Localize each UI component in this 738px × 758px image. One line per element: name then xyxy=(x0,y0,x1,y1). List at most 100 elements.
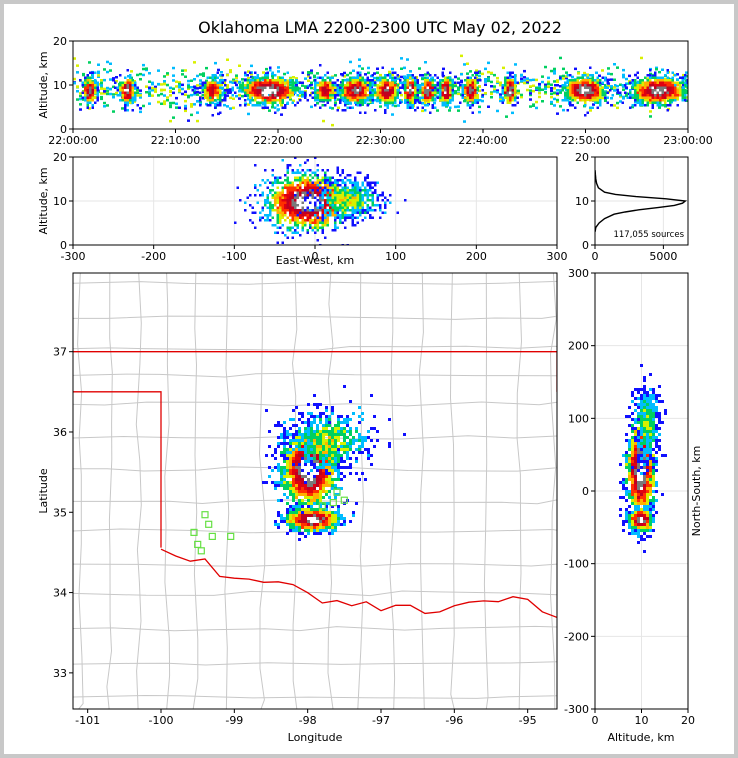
time-height-cell xyxy=(501,84,504,87)
time-height-cell xyxy=(84,99,87,102)
time-height-cell xyxy=(476,94,479,97)
time-height-bin xyxy=(190,79,193,82)
time-height-bin xyxy=(103,87,106,91)
time-height-bin xyxy=(436,87,439,90)
time-height-cell xyxy=(209,81,212,84)
time-height-cell xyxy=(131,91,134,94)
time-height-cell xyxy=(479,79,482,82)
time-height-bin xyxy=(244,84,247,87)
time-height-bin xyxy=(394,104,397,108)
time-height-bin xyxy=(190,103,193,106)
time-height-bin xyxy=(217,112,220,116)
time-height-cell xyxy=(406,91,409,94)
time-height-cell xyxy=(359,94,362,97)
time-height-bin xyxy=(478,74,481,78)
time-height-bin xyxy=(478,71,481,74)
time-height-bin xyxy=(535,106,538,110)
time-height-cell xyxy=(86,86,89,89)
time-height-cell xyxy=(464,86,467,89)
time-height-cell xyxy=(216,94,219,97)
time-height-cell xyxy=(389,94,392,97)
time-height-cell xyxy=(281,94,284,97)
time-height-cell xyxy=(264,84,267,87)
time-height-cell xyxy=(414,96,417,99)
time-height-bin xyxy=(280,113,283,116)
time-height-bin xyxy=(190,113,193,117)
time-height-bin xyxy=(298,87,301,90)
time-height-bin xyxy=(145,68,148,72)
time-height-bin xyxy=(166,96,169,99)
time-height-bin xyxy=(172,116,175,119)
time-height-cell xyxy=(331,76,334,79)
time-height-cell xyxy=(131,84,134,87)
time-height-cell xyxy=(384,99,387,102)
time-height-bin xyxy=(466,62,469,65)
time-height-cell xyxy=(471,96,474,99)
time-height-cell xyxy=(281,96,284,99)
time-height-cell xyxy=(424,91,427,94)
time-height-bin xyxy=(343,75,346,78)
time-height-cell xyxy=(444,81,447,84)
time-height-cell xyxy=(344,89,347,92)
time-height-cell xyxy=(414,79,417,82)
time-height-cell xyxy=(276,79,279,82)
time-height-cell xyxy=(274,99,277,102)
time-height-cell xyxy=(269,94,272,97)
time-height-bin xyxy=(358,64,361,68)
time-height-cell xyxy=(121,94,124,97)
time-height-cell xyxy=(209,94,212,97)
time-height-bin xyxy=(457,86,460,89)
time-height-bin xyxy=(214,61,217,65)
time-height-cell xyxy=(381,66,384,69)
time-height-bin xyxy=(199,79,202,82)
time-height-panel: 22:00:00 22:10:00 22:20:00 22:30:00 22:40:00… xyxy=(37,35,713,147)
time-height-bin xyxy=(223,91,226,95)
time-height-bin xyxy=(169,104,172,107)
time-height-cell xyxy=(126,69,129,72)
time-height-bin xyxy=(148,92,151,95)
time-height-cell xyxy=(514,96,517,99)
time-height-cell xyxy=(269,101,272,104)
time-height-cell xyxy=(381,81,384,84)
time-height-bin xyxy=(307,75,310,78)
time-height-bin xyxy=(139,94,142,97)
time-height-cell xyxy=(329,99,332,102)
time-height-cell xyxy=(321,104,324,107)
time-height-cell xyxy=(356,79,359,82)
time-height-cell xyxy=(216,81,219,84)
time-height-cell xyxy=(319,84,322,87)
time-height-cell xyxy=(284,94,287,97)
time-height-cell xyxy=(334,91,337,94)
time-height-cell xyxy=(291,81,294,84)
time-height-bin xyxy=(484,78,487,81)
time-height-bin xyxy=(457,109,460,112)
time-height-cell xyxy=(424,96,427,99)
time-height-bin xyxy=(163,75,166,78)
time-height-cell xyxy=(264,79,267,82)
time-height-cell xyxy=(119,91,122,94)
time-height-cell xyxy=(216,84,219,87)
time-height-cell xyxy=(506,76,509,79)
time-height-cell xyxy=(354,99,357,102)
time-height-cell xyxy=(216,76,219,79)
time-height-cell xyxy=(411,106,414,109)
time-height-bin xyxy=(496,109,499,113)
time-height-cell xyxy=(264,106,267,109)
time-height-cell xyxy=(391,89,394,92)
time-height-cell xyxy=(326,71,329,74)
time-height-cell xyxy=(449,84,452,87)
time-height-cell xyxy=(406,84,409,87)
time-height-cell xyxy=(421,86,424,89)
time-height-cell xyxy=(379,76,382,79)
time-height-cell xyxy=(201,84,204,87)
time-height-cell xyxy=(359,79,362,82)
time-height-bin xyxy=(421,109,424,113)
time-height-bin xyxy=(88,61,91,64)
time-height-cell xyxy=(464,99,467,102)
time-height-cell xyxy=(341,91,344,94)
time-height-cell xyxy=(319,94,322,97)
time-height-cell xyxy=(369,86,372,89)
time-height-cell xyxy=(346,89,349,92)
time-height-cell xyxy=(466,101,469,104)
time-height-cell xyxy=(314,91,317,94)
